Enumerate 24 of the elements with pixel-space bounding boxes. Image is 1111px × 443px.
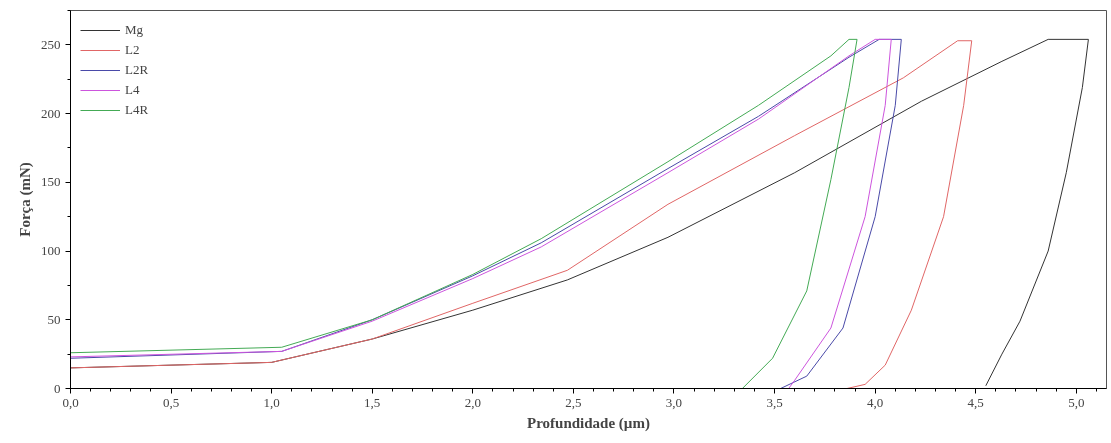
x-tick-label: 0,5	[162, 394, 180, 410]
y-tick-label: 250	[41, 36, 61, 52]
legend-label: L2R	[125, 62, 149, 78]
legend-label: L2	[125, 42, 141, 58]
y-tick-label: 200	[41, 105, 61, 121]
x-tick-label: 1,0	[263, 394, 280, 410]
x-tick-label: 2,0	[464, 394, 481, 410]
legend-label: L4R	[125, 102, 149, 118]
x-tick-label: 2,5	[565, 394, 582, 410]
x-tick-label: 3,5	[766, 394, 783, 410]
y-tick-label: 150	[41, 174, 61, 190]
y-axis-title: Força (mN)	[17, 162, 34, 237]
y-tick-label: 100	[41, 243, 61, 259]
x-tick-label: 4,0	[867, 394, 884, 410]
x-axis-title: Profundidade (µm)	[527, 414, 650, 432]
legend-label: Mg	[125, 22, 145, 38]
x-tick-label: 3,0	[665, 394, 683, 410]
legend-label: L4	[125, 82, 141, 98]
y-tick-label: 0	[54, 380, 61, 396]
x-tick-label: 1,5	[364, 394, 381, 410]
x-tick-label: 0,0	[62, 394, 79, 410]
x-tick-label: 4,5	[967, 394, 984, 410]
x-tick-label: 5,0	[1068, 394, 1085, 410]
y-tick-label: 50	[47, 311, 61, 327]
